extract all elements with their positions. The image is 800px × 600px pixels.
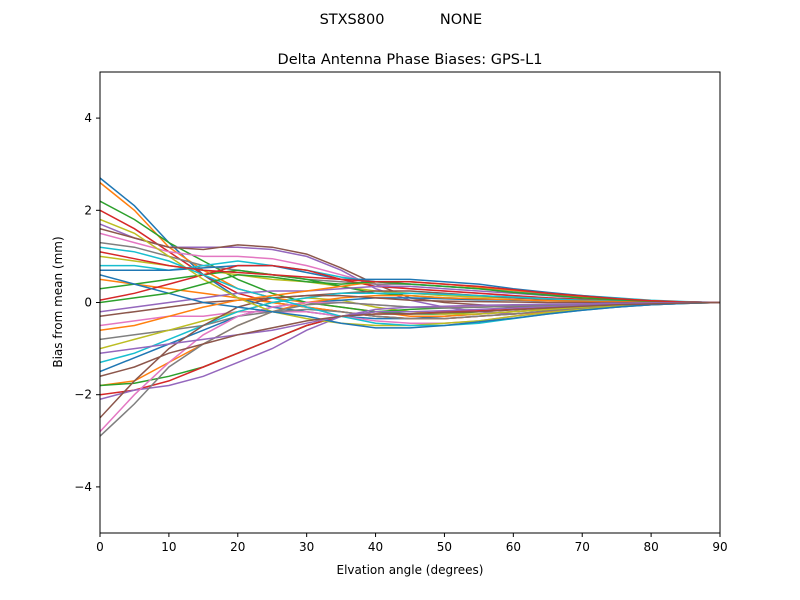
x-tick-label: 60	[506, 540, 521, 554]
series-line-35	[100, 301, 720, 354]
x-axis: 0 10 20 30 40 50 60 70 80 90	[96, 533, 728, 554]
series-line-31	[100, 274, 720, 329]
y-axis-label: Bias from mean (mm)	[51, 236, 65, 367]
series-line-34	[100, 251, 720, 304]
y-tick-label: −2	[74, 388, 92, 402]
suptitle-radome: NONE	[440, 12, 482, 28]
series-line-27	[100, 301, 720, 433]
chart-title: Delta Antenna Phase Biases: GPS-L1	[278, 52, 543, 68]
y-tick-label: −4	[74, 480, 92, 494]
x-tick-label: 50	[437, 540, 452, 554]
series-line-36	[100, 301, 720, 378]
x-tick-label: 30	[299, 540, 314, 554]
x-tick-label: 0	[96, 540, 104, 554]
series-line-26	[100, 294, 720, 419]
series-line-33	[100, 274, 720, 304]
y-axis: −4 −2 0 2 4	[74, 111, 100, 494]
series-layer	[100, 177, 720, 437]
y-tick-label: 4	[84, 111, 92, 125]
x-tick-label: 80	[643, 540, 658, 554]
y-tick-label: 2	[84, 203, 92, 217]
suptitle-station: STXS800	[320, 12, 385, 28]
series-line-3	[100, 200, 720, 315]
x-tick-label: 70	[575, 540, 590, 554]
x-tick-label: 40	[368, 540, 383, 554]
x-tick-label: 90	[712, 540, 727, 554]
x-tick-label: 10	[161, 540, 176, 554]
x-axis-label: Elvation angle (degrees)	[337, 563, 484, 577]
x-tick-label: 20	[230, 540, 245, 554]
y-tick-label: 0	[84, 296, 92, 310]
